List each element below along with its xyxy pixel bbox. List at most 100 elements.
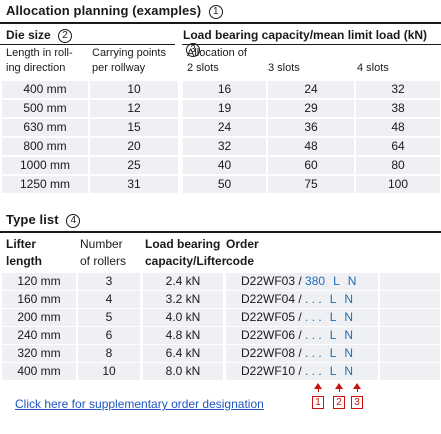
typelist-rule — [0, 231, 441, 233]
cell-load: 2.4 kN — [143, 273, 223, 290]
order-code-prefix: D22WF08 / — [241, 346, 306, 360]
order-code-length: . . . — [305, 364, 322, 378]
marker-box-1: 1 — [312, 396, 324, 409]
cell-rollers: 4 — [78, 291, 140, 308]
order-code-l: L — [333, 274, 340, 288]
cell-4slots: 80 — [356, 157, 440, 174]
order-code-n: N — [344, 364, 354, 378]
load-heading: Load bearing capacity/mean limit load (k… — [183, 28, 441, 57]
cell-3slots: 36 — [268, 119, 354, 136]
col-lifter-header: Lifter length — [6, 237, 42, 268]
order-code-prefix: D22WF10 / — [241, 364, 306, 378]
order-code-prefix: D22WF05 / — [241, 310, 306, 324]
marker-arrow-2 — [335, 383, 343, 389]
cell-length: 1000 mm — [2, 157, 88, 174]
marker-box-3: 3 — [351, 396, 363, 409]
marker-3-circle: 3 — [186, 43, 200, 57]
marker-box-2: 2 — [333, 396, 345, 409]
col-alloc-header: Allocation of 2 slots — [187, 47, 247, 74]
cell-2slots: 40 — [183, 157, 266, 174]
cell-order-extra — [380, 363, 440, 380]
cell-3slots: 48 — [268, 138, 354, 155]
marker-4-circle: 4 — [66, 214, 81, 228]
col-points-header: Carrying points per rollway — [92, 47, 166, 74]
cell-load: 3.2 kN — [143, 291, 223, 308]
cell-load: 4.0 kN — [143, 309, 223, 326]
marker-stem-3 — [357, 388, 358, 392]
cell-order-code: D22WF03 / 380 L N — [226, 273, 378, 290]
order-code-l: L — [329, 292, 337, 306]
cell-3slots: 29 — [268, 100, 354, 117]
cell-order-extra — [380, 327, 440, 344]
title-rule — [0, 22, 441, 24]
cell-rollers: 5 — [78, 309, 140, 326]
order-code-length: . . . — [305, 292, 322, 306]
cell-order-extra — [380, 273, 440, 290]
cell-2slots: 32 — [183, 138, 266, 155]
cell-4slots: 48 — [356, 119, 440, 136]
col-load-header: Load bearing capacity/Lifter — [145, 237, 227, 268]
order-code-prefix: D22WF06 / — [241, 328, 306, 342]
cell-length: 630 mm — [2, 119, 88, 136]
cell-3slots: 60 — [268, 157, 354, 174]
cell-3slots: 75 — [268, 176, 354, 193]
cell-points: 20 — [90, 138, 178, 155]
marker-arrow-3 — [353, 383, 361, 389]
die-size-heading: Die size 2 — [6, 28, 73, 43]
cell-lifter-length: 320 mm — [2, 345, 76, 362]
order-code-length: 380 — [305, 274, 326, 288]
typelist-title-text: Type list — [6, 212, 59, 227]
load-rule — [182, 44, 441, 45]
cell-points: 31 — [90, 176, 178, 193]
marker-stem-2 — [339, 388, 340, 392]
cell-order-extra — [380, 309, 440, 326]
marker-1-circle: 1 — [208, 5, 223, 19]
cell-rollers: 10 — [78, 363, 140, 380]
cell-rollers: 6 — [78, 327, 140, 344]
die-size-label: Die size — [6, 28, 51, 42]
cell-4slots: 64 — [356, 138, 440, 155]
supplementary-order-link[interactable]: Click here for supplementary order desig… — [15, 397, 264, 411]
col-3slots-header: 3 slots — [268, 62, 300, 74]
cell-length: 400 mm — [2, 81, 88, 98]
cell-points: 25 — [90, 157, 178, 174]
cell-4slots: 100 — [356, 176, 440, 193]
cell-lifter-length: 240 mm — [2, 327, 76, 344]
order-code-length: . . . — [305, 328, 322, 342]
cell-order-extra — [380, 345, 440, 362]
col-4slots-header: 4 slots — [357, 62, 389, 74]
cell-lifter-length: 120 mm — [2, 273, 76, 290]
cell-points: 15 — [90, 119, 178, 136]
cell-4slots: 32 — [356, 81, 440, 98]
col-order-header: Order code — [226, 237, 259, 268]
order-code-l: L — [329, 310, 337, 324]
cell-points: 10 — [90, 81, 178, 98]
order-code-n: N — [347, 274, 357, 288]
allocation-title-text: Allocation planning (examples) — [6, 3, 202, 18]
cell-2slots: 16 — [183, 81, 266, 98]
cell-lifter-length: 200 mm — [2, 309, 76, 326]
cell-rollers: 8 — [78, 345, 140, 362]
order-code-l: L — [329, 364, 337, 378]
cell-2slots: 24 — [183, 119, 266, 136]
cell-load: 6.4 kN — [143, 345, 223, 362]
order-code-prefix: D22WF04 / — [241, 292, 306, 306]
die-size-rule — [0, 44, 175, 45]
cell-lifter-length: 400 mm — [2, 363, 76, 380]
cell-length: 500 mm — [2, 100, 88, 117]
typelist-title: Type list 4 — [6, 212, 81, 228]
cell-load: 4.8 kN — [143, 327, 223, 344]
order-code-prefix: D22WF03 / — [241, 274, 306, 288]
cell-load: 8.0 kN — [143, 363, 223, 380]
order-code-n: N — [344, 328, 354, 342]
cell-points: 12 — [90, 100, 178, 117]
cell-3slots: 24 — [268, 81, 354, 98]
col-rollers-header: Number of rollers — [80, 237, 127, 268]
order-code-n: N — [344, 310, 354, 324]
cell-4slots: 38 — [356, 100, 440, 117]
marker-arrow-1 — [314, 383, 322, 389]
